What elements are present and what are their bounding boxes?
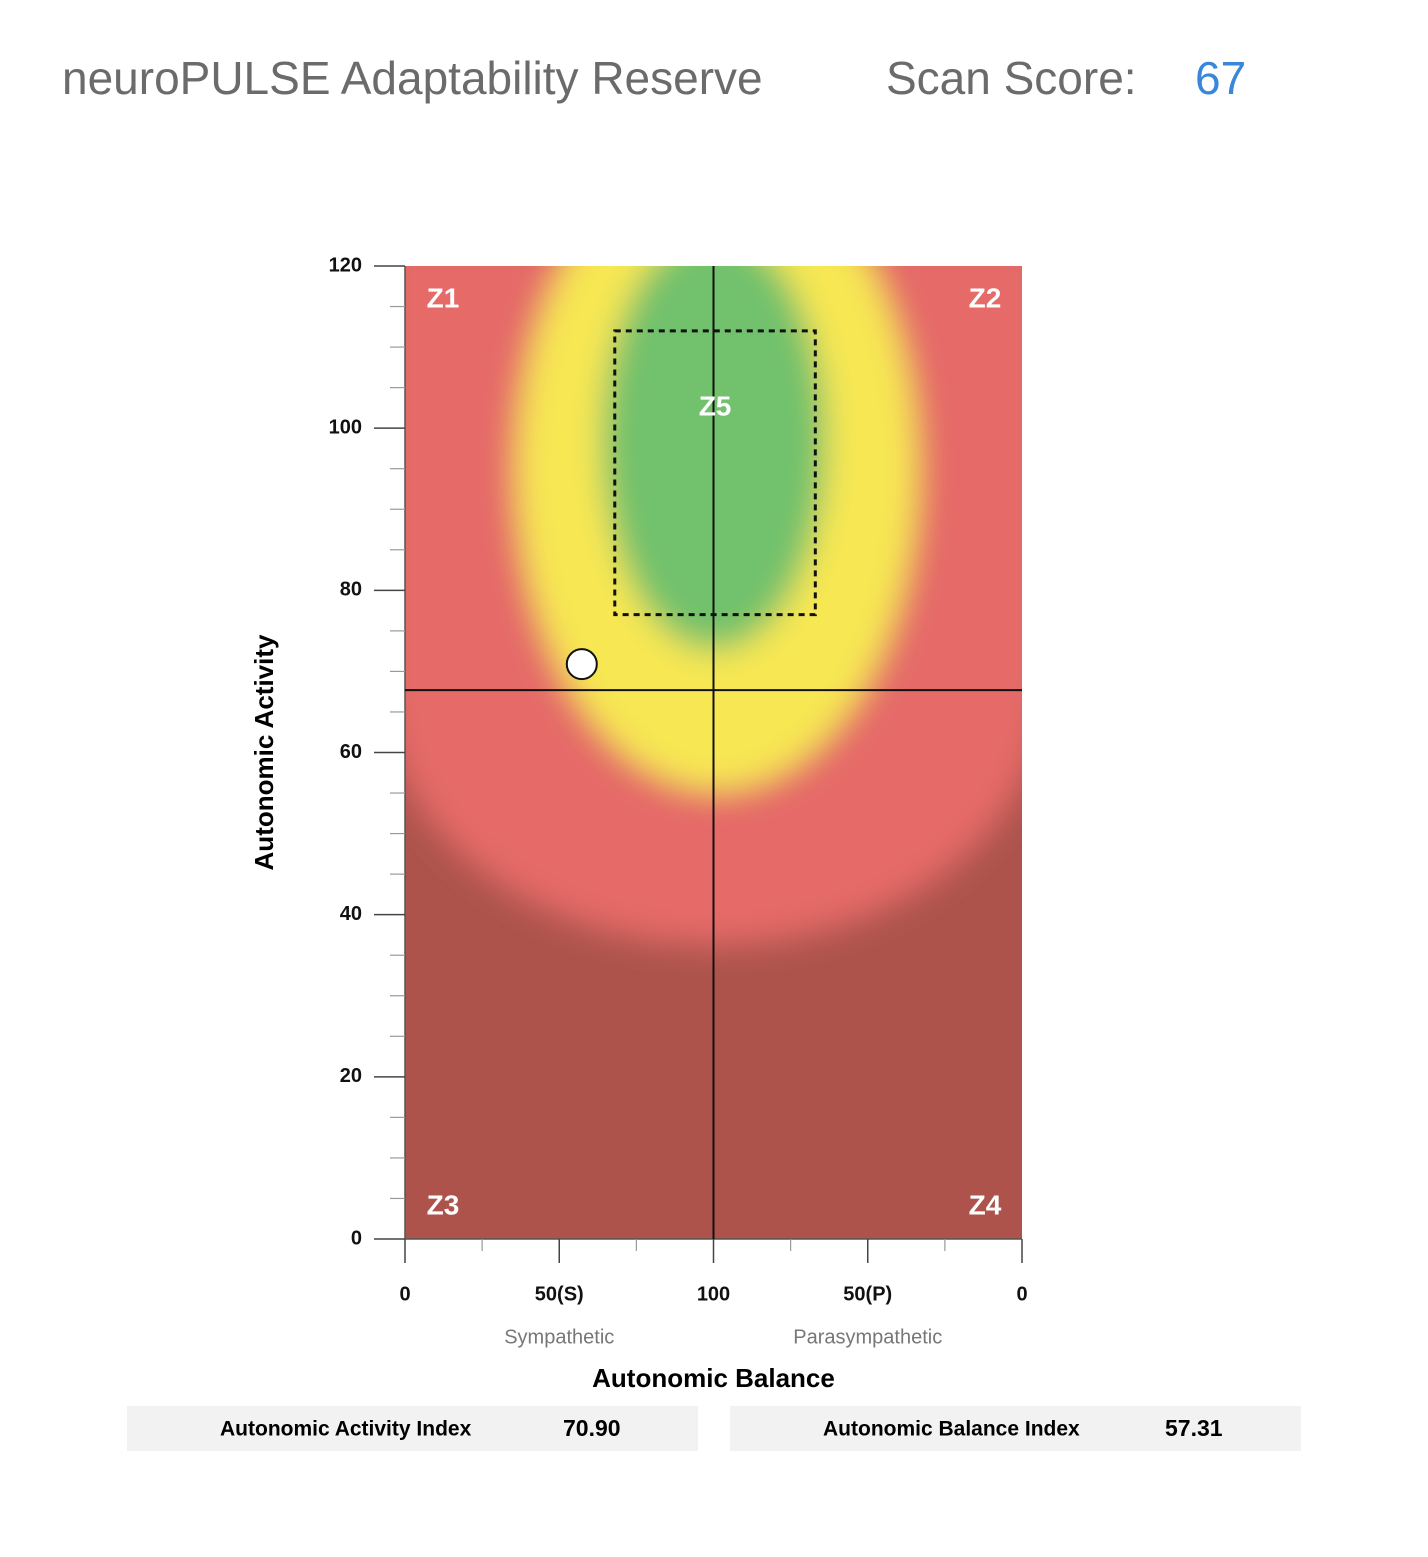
x-tick-label: 0: [1016, 1283, 1027, 1305]
summary-value: 70.90: [563, 1415, 621, 1441]
zone-label: Z3: [427, 1189, 460, 1220]
zone-label: Z4: [969, 1189, 1002, 1220]
chart: 0 20 40 60 80 100 120 0 50(S) 100 50(P) 0 Sympatheti…: [249, 254, 1028, 1393]
y-tick-label: 100: [329, 416, 362, 438]
score-label: Scan Score:: [886, 52, 1137, 104]
zone-label: Z1: [427, 282, 460, 313]
target-zone-label: Z5: [699, 390, 732, 421]
x-axis-title: Autonomic Balance: [592, 1363, 835, 1393]
x-tick-label: 0: [399, 1283, 410, 1305]
x-tick-label: 50(P): [843, 1283, 892, 1305]
summary-cell: [730, 1406, 1301, 1451]
y-tick-label: 0: [351, 1227, 362, 1249]
y-tick-label: 80: [340, 579, 362, 601]
heatmap: [405, 266, 1022, 1239]
y-tick-label: 120: [329, 254, 362, 276]
summary-cell: [127, 1406, 698, 1451]
y-tick-label: 60: [340, 741, 362, 763]
y-axis-title: Autonomic Activity: [249, 634, 279, 870]
title: neuroPULSE Adaptability Reserve: [62, 52, 763, 104]
summary-label: Autonomic Balance Index: [823, 1418, 1080, 1441]
x-sublabel: Parasympathetic: [793, 1326, 942, 1348]
score: 67: [1195, 52, 1246, 104]
target-zone: [613, 329, 817, 617]
x-tick-label: 100: [697, 1283, 730, 1305]
y-tick-label: 20: [340, 1065, 362, 1087]
x-sublabel: Sympathetic: [504, 1326, 614, 1348]
x-tick-label: 50(S): [535, 1283, 584, 1305]
summary-label: Autonomic Activity Index: [220, 1418, 472, 1441]
zone-label: Z2: [969, 282, 1002, 313]
y-tick-label: 40: [340, 903, 362, 925]
data-point: [565, 648, 598, 681]
summary-value: 57.31: [1165, 1415, 1223, 1441]
